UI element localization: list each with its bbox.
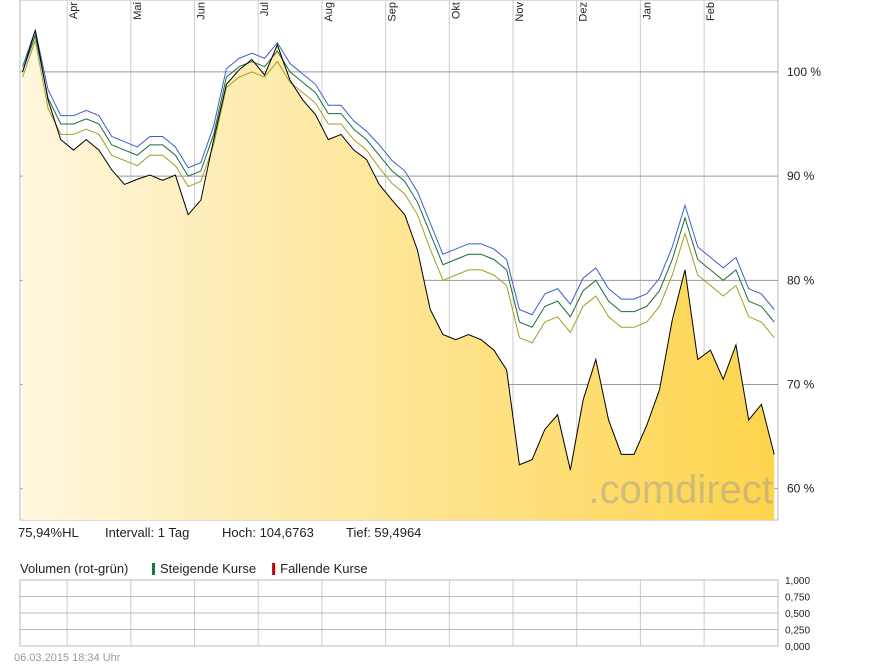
x-tick-label: Aug [323, 2, 335, 22]
y-tick-label: 100 % [787, 65, 821, 79]
y-tick-label: 70 % [787, 378, 815, 392]
x-tick-label: Jul [259, 2, 271, 16]
y-tick-label: 0,000 [785, 642, 810, 653]
watermark: .comdirect [589, 468, 774, 512]
panel-title: Volumen (rot-grün) [20, 561, 128, 576]
x-tick-label: Okt [450, 2, 462, 19]
x-tick-label: Sep [387, 2, 399, 22]
x-tick-label: Mai [132, 2, 144, 20]
series-line [22, 30, 775, 471]
legend-label: Fallende Kurse [280, 561, 367, 576]
info-text: Hoch: 104,6763 [222, 525, 314, 540]
info-text: Intervall: 1 Tag [105, 525, 189, 540]
series-line [22, 38, 775, 344]
y-tick-label: 0,750 [785, 593, 810, 604]
x-tick-label: Feb [705, 2, 717, 21]
x-tick-label: Nov [514, 2, 526, 22]
series-line [22, 33, 775, 328]
x-tick-label: Apr [68, 2, 80, 19]
y-tick-label: 80 % [787, 273, 815, 287]
x-tick-label: Jun [196, 2, 208, 20]
y-tick-label: 90 % [787, 169, 815, 183]
x-tick-label: Dez [578, 2, 590, 22]
y-tick-label: 1,000 [785, 576, 810, 587]
x-tick-label: Jan [641, 2, 653, 20]
legend-label: Steigende Kurse [160, 561, 256, 576]
y-tick-label: 60 % [787, 482, 815, 496]
info-text: 75,94%HL [18, 525, 79, 540]
info-text: Tief: 59,4964 [346, 525, 421, 540]
legend-swatch [152, 563, 155, 575]
y-tick-label: 0,250 [785, 626, 810, 637]
series-line [22, 28, 775, 316]
area [22, 30, 775, 521]
y-tick-label: 0,500 [785, 609, 810, 620]
legend-swatch [272, 563, 276, 575]
timestamp: 06.03.2015 18:34 Uhr [14, 652, 121, 664]
